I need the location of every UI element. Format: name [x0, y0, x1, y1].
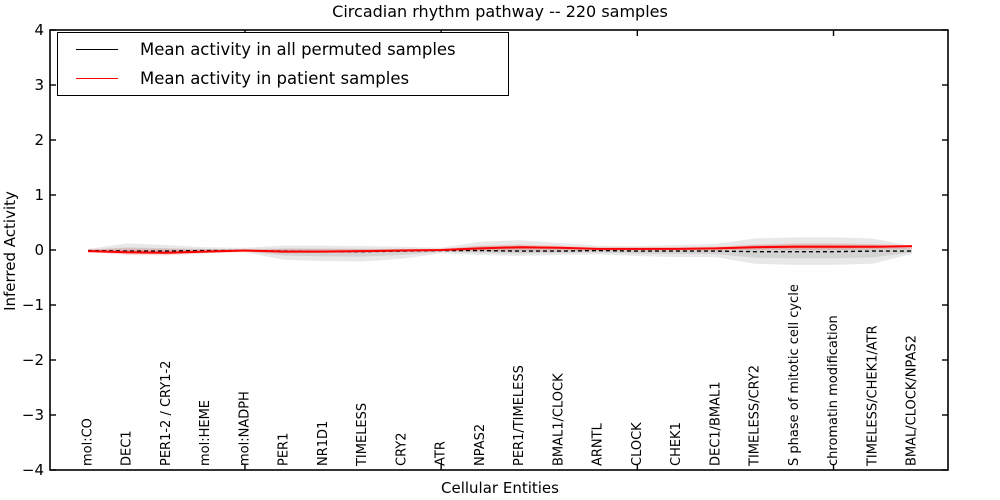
entity-label-nr1d1: NR1D1 — [316, 421, 331, 466]
y-tick-label--3: −3 — [21, 405, 44, 424]
y-tick-label-1: 1 — [34, 185, 44, 204]
y-tick-label--4: −4 — [21, 460, 44, 479]
entity-label-chek1: CHEK1 — [669, 422, 684, 466]
legend: Mean activity in all permuted samples Me… — [57, 32, 509, 96]
legend-label-permuted: Mean activity in all permuted samples — [140, 40, 456, 59]
entity-label-cry2: CRY2 — [394, 433, 409, 467]
permuted-samples-range-band — [88, 237, 912, 265]
patient-line-swatch — [76, 78, 118, 79]
y-tick-label-0: 0 — [34, 240, 44, 259]
entity-label-arntl: ARNTL — [591, 422, 606, 466]
entity-label-mol-co: mol:CO — [81, 418, 96, 466]
mean-activity-in-all-permuted-samples-line — [87, 249, 912, 253]
entity-label-chromatin-modification: chromatin modification — [826, 315, 841, 466]
y-tick-label-4: 4 — [34, 20, 44, 39]
x-axis-label: Cellular Entities — [441, 479, 559, 497]
y-tick-label--1: −1 — [21, 295, 44, 314]
y-tick-label-2: 2 — [34, 130, 44, 149]
entity-label-dec1-bmal1: DEC1/BMAL1 — [708, 382, 723, 467]
entity-label-s-phase-of-mitotic-cell-cycle: S phase of mitotic cell cycle — [787, 284, 802, 466]
legend-label-patient: Mean activity in patient samples — [140, 69, 410, 88]
chart-title: Circadian rhythm pathway -- 220 samples — [332, 2, 668, 21]
entity-label-per1-2-cry1-2: PER1-2 / CRY1-2 — [159, 361, 174, 466]
entity-label-timeless-chek1-atr: TIMELESS/CHEK1/ATR — [865, 325, 880, 467]
entity-label-timeless: TIMELESS — [355, 403, 370, 467]
entity-label-clock: CLOCK — [630, 422, 645, 466]
entity-label-bmal1-clock: BMAL1/CLOCK — [551, 373, 566, 466]
entity-label-mol-nadph: mol:NADPH — [237, 391, 252, 466]
entity-label-atr: ATR — [434, 441, 449, 466]
legend-item-patient: Mean activity in patient samples — [58, 69, 508, 88]
entity-label-mol-heme: mol:HEME — [198, 400, 213, 466]
y-tick-label--2: −2 — [21, 350, 44, 369]
legend-item-permuted: Mean activity in all permuted samples — [58, 40, 508, 59]
entity-label-per1-timeless: PER1/TIMELESS — [512, 365, 527, 466]
permuted-line-swatch — [76, 49, 118, 50]
mean-activity-in-patient-samples-line — [87, 245, 913, 254]
entity-label-per1: PER1 — [277, 433, 292, 466]
entity-label-npas2: NPAS2 — [473, 424, 488, 466]
y-tick-label-3: 3 — [34, 75, 44, 94]
entity-label-bmal-clock-npas2: BMAL/CLOCK/NPAS2 — [905, 335, 920, 466]
entity-label-timeless-cry2: TIMELESS/CRY2 — [748, 365, 763, 467]
entity-label-dec1: DEC1 — [120, 430, 135, 466]
